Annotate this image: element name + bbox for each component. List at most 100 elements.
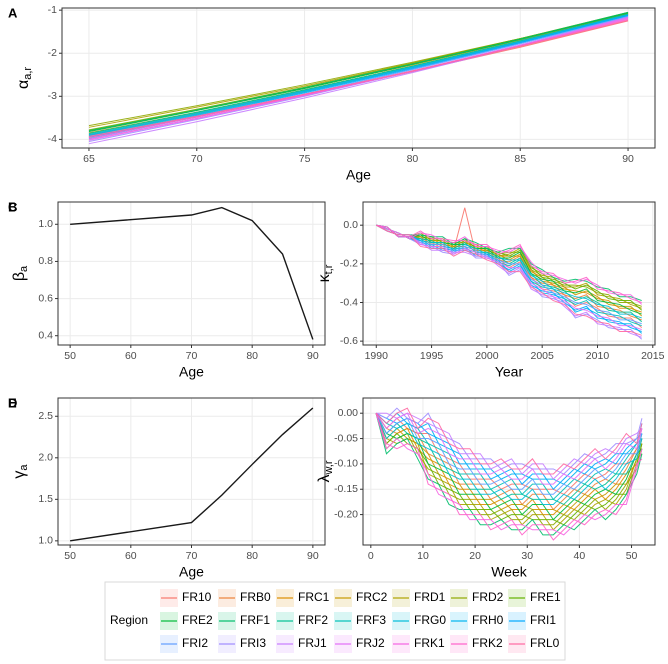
x-tick-label: 60 (125, 550, 137, 562)
legend-label: FRI3 (240, 636, 266, 650)
panel-tag: B (8, 199, 17, 214)
x-tick-label: 65 (83, 153, 95, 165)
y-axis-subscript: w,r (323, 460, 335, 475)
legend-label: FRD2 (472, 590, 504, 604)
series-line (88, 11, 629, 132)
panel-tag: A (8, 5, 18, 20)
y-tick-label: 1.5 (38, 493, 53, 505)
legend-label: FRI2 (182, 636, 208, 650)
y-axis-title: γa (11, 464, 30, 479)
x-tick-label: 80 (246, 550, 258, 562)
x-tick-label: 30 (521, 550, 533, 562)
x-tick-label: 90 (622, 153, 634, 165)
x-tick-label: 60 (125, 350, 137, 362)
series-line (375, 413, 643, 526)
legend-label: FRJ1 (298, 636, 327, 650)
x-tick-label: 2010 (586, 350, 610, 362)
y-axis-title: κt,r (316, 264, 335, 282)
y-axis-subscript: a (18, 464, 30, 471)
y-tick-label: 0.00 (338, 407, 359, 419)
y-axis-title: αa,r (15, 67, 34, 89)
x-tick-label: 90 (307, 550, 319, 562)
y-tick-label: -2 (48, 47, 57, 59)
y-tick-label: -0.6 (340, 335, 358, 347)
y-axis-subscript: t,r (323, 264, 335, 274)
panel-border (57, 397, 326, 546)
x-tick-label: 20 (469, 550, 481, 562)
legend-label: FRF2 (298, 613, 328, 627)
legend-label: FRK2 (472, 636, 503, 650)
y-axis-subscript: a (18, 265, 30, 272)
legend-label: FRJ2 (356, 636, 385, 650)
x-tick-label: 70 (186, 350, 198, 362)
series-line (376, 224, 642, 327)
x-tick-label: 50 (626, 550, 638, 562)
y-tick-label: -4 (48, 133, 57, 145)
legend-label: FRE2 (182, 613, 213, 627)
x-tick-label: 85 (514, 153, 526, 165)
panel-tag: E (8, 395, 17, 410)
y-tick-label: 1.0 (38, 218, 53, 230)
panel-border (57, 201, 326, 346)
x-tick-label: 50 (64, 550, 76, 562)
x-tick-label: 80 (407, 153, 419, 165)
y-axis-symbol: β (11, 272, 28, 281)
y-axis-symbol: κ (316, 273, 333, 282)
legend-label: FRB0 (240, 590, 271, 604)
y-tick-label: 0.0 (343, 219, 358, 231)
legend-label: FRK1 (414, 636, 445, 650)
y-axis-subscript: a,r (22, 67, 34, 80)
legend-label: FRD1 (414, 590, 446, 604)
series-line (376, 224, 642, 336)
x-axis-title: Week (491, 564, 528, 580)
panel-tag: C (8, 199, 18, 214)
legend-label: FRL0 (530, 636, 560, 650)
x-axis-title: Age (179, 564, 204, 580)
x-tick-label: 2000 (475, 350, 499, 362)
x-tick-label: 2015 (641, 350, 665, 362)
legend-label: FRF1 (240, 613, 270, 627)
y-tick-label: -1 (48, 4, 57, 16)
y-tick-label: -0.05 (334, 432, 358, 444)
series-line (375, 407, 643, 475)
y-tick-label: -0.4 (340, 296, 358, 308)
series-line (375, 413, 643, 505)
panel-border (362, 397, 656, 546)
y-tick-label: 0.8 (38, 255, 53, 267)
y-tick-label: 1.0 (38, 535, 53, 547)
x-tick-label: 50 (64, 350, 76, 362)
y-tick-label: 0.4 (38, 329, 53, 341)
x-tick-label: 1995 (420, 350, 444, 362)
y-tick-label: 0.6 (38, 292, 53, 304)
series-line (376, 224, 642, 303)
series-line (376, 224, 642, 332)
series-line (88, 13, 629, 135)
legend-title: Region (110, 613, 148, 627)
panel-border (61, 7, 656, 149)
legend-label: FRC2 (356, 590, 388, 604)
y-axis-symbol: α (15, 80, 32, 89)
x-axis-title: Age (346, 167, 371, 183)
y-tick-label: -3 (48, 90, 57, 102)
legend-label: FRE1 (530, 590, 561, 604)
legend-label: FRF3 (356, 613, 386, 627)
legend-label: FRH0 (472, 613, 504, 627)
x-tick-label: 0 (368, 550, 374, 562)
y-tick-label: 2.0 (38, 452, 53, 464)
x-tick-label: 10 (417, 550, 429, 562)
series-line (70, 206, 314, 340)
y-tick-label: -0.15 (334, 483, 358, 495)
y-axis-symbol: γ (11, 471, 28, 479)
panel-tag: D (8, 395, 17, 410)
y-axis-symbol: λ (316, 475, 333, 483)
series-line (376, 224, 642, 302)
legend-label: FRI1 (530, 613, 556, 627)
x-tick-label: 90 (307, 350, 319, 362)
panel-border (362, 201, 656, 346)
x-tick-label: 75 (299, 153, 311, 165)
legend-label: FRC1 (298, 590, 330, 604)
legend-label: FR10 (182, 590, 212, 604)
series-line (88, 14, 629, 136)
x-tick-label: 70 (186, 550, 198, 562)
